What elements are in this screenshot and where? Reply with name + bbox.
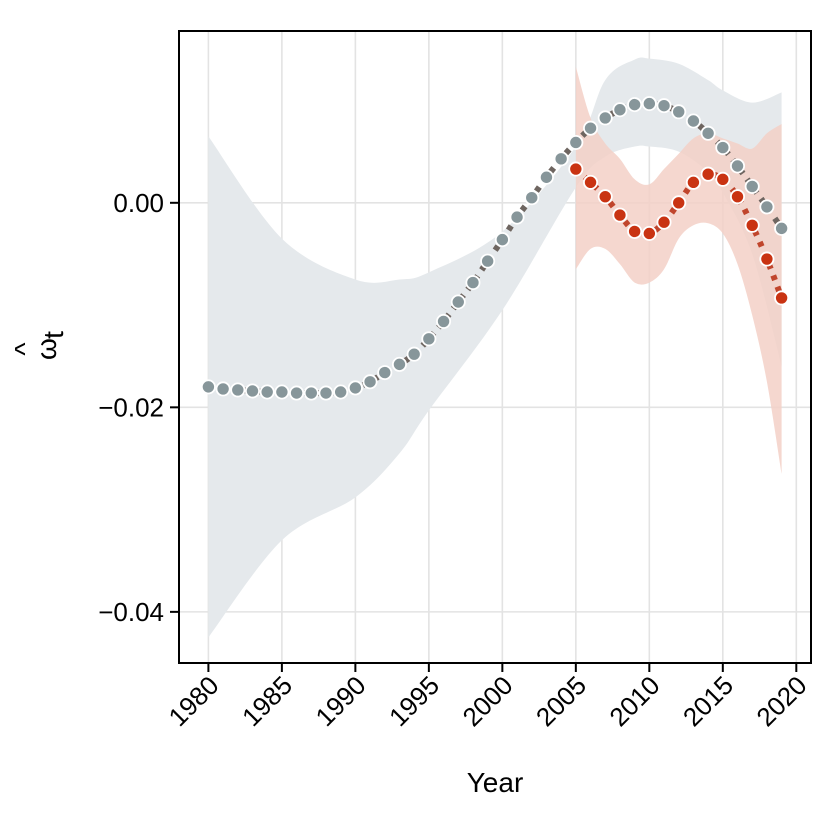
x-tick-label: 1980	[163, 670, 225, 732]
x-axis-title: Year	[467, 767, 524, 798]
data-point-s2-2010	[641, 225, 657, 241]
data-point-s1-2003	[538, 169, 554, 185]
data-point-s1-2001	[509, 209, 525, 225]
data-point-s1-2005	[568, 134, 584, 150]
data-point-s1-1990	[347, 380, 363, 396]
data-point-s1-2019	[774, 220, 790, 236]
data-point-s1-1980	[200, 379, 216, 395]
plot-panel-border	[178, 30, 812, 664]
data-point-s1-1984	[259, 384, 275, 400]
data-point-s1-1989	[333, 384, 349, 400]
data-point-s1-2006	[583, 120, 599, 136]
data-point-s1-2004	[553, 151, 569, 167]
data-point-s1-2010	[641, 96, 657, 112]
data-point-s2-2012	[671, 195, 687, 211]
x-tick-label: 2000	[456, 670, 518, 732]
data-point-s1-2013	[685, 113, 701, 129]
data-point-s2-2017	[744, 217, 760, 233]
data-point-s1-1993	[391, 356, 407, 372]
confidence-ribbons	[208, 57, 782, 638]
y-tick-label: −0.04	[98, 597, 164, 627]
confidence-ribbon-1	[208, 57, 782, 638]
data-point-s1-1986	[289, 385, 305, 401]
y-tick-label: 0.00	[113, 188, 164, 218]
data-point-s1-2015	[715, 140, 731, 156]
series-points	[200, 96, 790, 401]
data-point-s1-2008	[612, 102, 628, 118]
data-point-s1-2017	[744, 178, 760, 194]
data-point-s1-1981	[215, 381, 231, 397]
data-point-s1-2007	[597, 110, 613, 126]
y-axis-title-hat: ^	[9, 342, 40, 355]
data-point-s2-2008	[612, 207, 628, 223]
y-axis-ticks: 0.00 −0.02 −0.04	[98, 188, 179, 627]
data-point-s1-1998	[465, 275, 481, 291]
data-point-s1-2016	[730, 158, 746, 174]
data-point-s2-2014	[700, 166, 716, 182]
data-point-s2-2016	[730, 189, 746, 205]
y-axis-title-subscript: t	[38, 331, 69, 339]
y-axis-title: ^ ω t	[9, 331, 69, 360]
confidence-ribbon-2	[575, 66, 782, 474]
x-tick-label: 1990	[309, 670, 371, 732]
x-tick-label: 2015	[677, 670, 739, 732]
data-point-s1-1987	[303, 385, 319, 401]
data-point-s1-2009	[627, 97, 643, 113]
data-point-s1-2000	[494, 232, 510, 248]
data-point-s1-2011	[656, 98, 672, 114]
data-point-s1-1988	[318, 385, 334, 401]
data-point-s2-2019	[774, 290, 790, 306]
data-point-s1-1983	[244, 383, 260, 399]
data-point-s2-2015	[715, 171, 731, 187]
x-tick-label: 2010	[603, 670, 665, 732]
data-point-s1-1992	[377, 365, 393, 381]
data-point-s1-1996	[436, 313, 452, 329]
x-tick-label: 1995	[383, 670, 445, 732]
data-point-s1-2014	[700, 125, 716, 141]
y-tick-label: −0.02	[98, 392, 164, 422]
y-axis-title-symbol: ω	[31, 338, 62, 360]
data-point-s1-2012	[671, 104, 687, 120]
data-point-s1-1994	[406, 346, 422, 362]
x-tick-label: 1985	[236, 670, 298, 732]
data-point-s2-2006	[583, 174, 599, 190]
data-point-s2-2018	[759, 251, 775, 267]
x-tick-label: 2020	[750, 670, 812, 732]
data-point-s1-1995	[421, 331, 437, 347]
data-point-s2-2011	[656, 214, 672, 230]
data-point-s1-1985	[274, 384, 290, 400]
data-point-s2-2005	[568, 161, 584, 177]
data-point-s2-2013	[685, 174, 701, 190]
data-point-s2-2009	[627, 223, 643, 239]
x-axis-ticks: 1980 1985 1990 1995 2000 2005 2010 2015 2020	[163, 663, 813, 732]
data-point-s1-1999	[480, 253, 496, 269]
x-tick-label: 2005	[530, 670, 592, 732]
data-point-s1-2018	[759, 199, 775, 215]
data-point-s1-2002	[524, 190, 540, 206]
data-point-s1-1991	[362, 374, 378, 390]
data-point-s2-2007	[597, 189, 613, 205]
data-point-s1-1982	[230, 382, 246, 398]
data-point-s1-1997	[450, 294, 466, 310]
